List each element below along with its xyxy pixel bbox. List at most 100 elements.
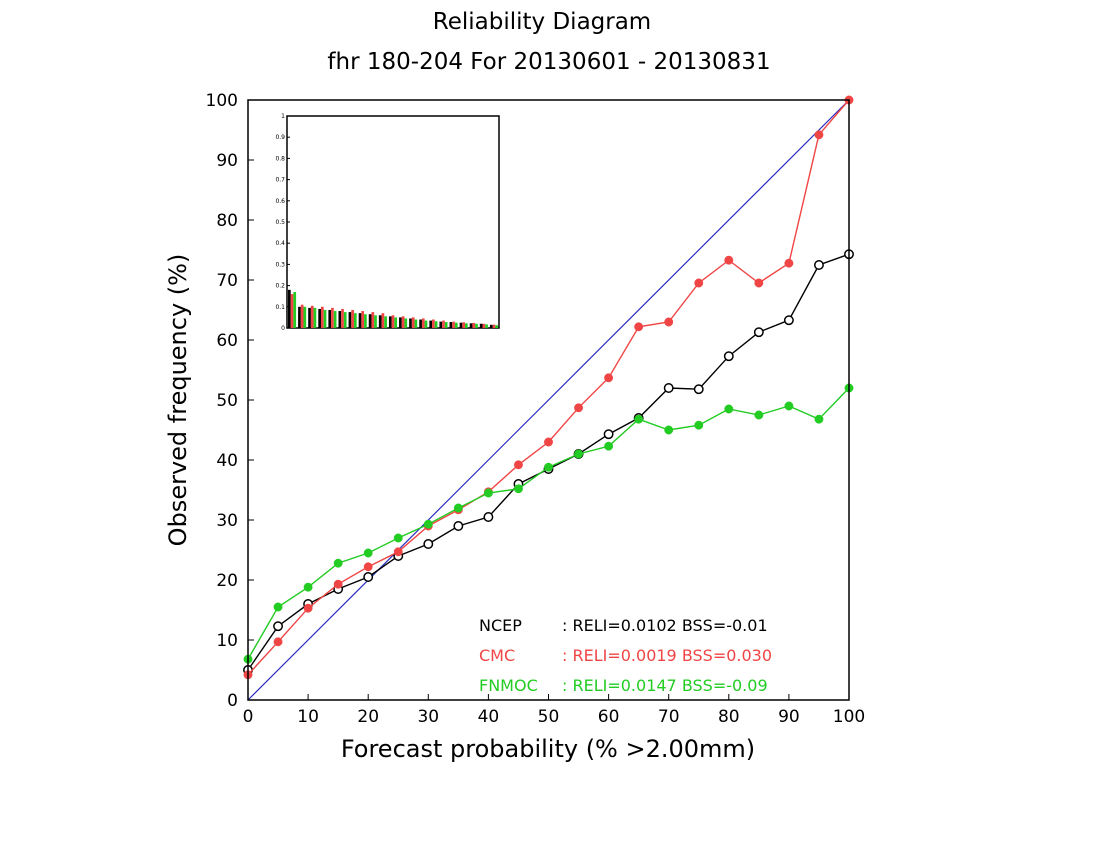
inset-bar-fnmoc [485,324,488,328]
inset-bar-cmc [472,322,476,328]
x-tick-label: 90 [778,707,800,727]
inset-bar-ncep [459,322,463,328]
data-point-cmc [273,637,283,647]
inset-bar-cmc [421,318,425,328]
inset-bar-cmc [361,311,365,328]
y-axis-label: Observed frequency (%) [164,254,192,547]
x-tick-label: 20 [357,707,379,727]
inset-bar-cmc [341,308,344,328]
inset-bar-cmc [381,313,385,328]
y-tick-label: 0 [227,691,238,711]
legend-stats: : RELI=0.0102 BSS=-0.01 [562,616,768,635]
data-point-cmc [814,130,824,140]
data-point-fnmoc [754,410,764,420]
inset-bar-ncep [399,317,402,328]
data-point-fnmoc [724,404,734,414]
inset-bar-ncep [338,311,342,328]
inset-bar-fnmoc [475,323,478,328]
x-tick-label: 60 [598,707,620,727]
data-point-cmc [754,278,764,288]
inset-bar-ncep [439,321,443,328]
inset-y-tick-label: 0.4 [275,240,285,247]
inset-bar-fnmoc [323,309,327,328]
inset-bar-cmc [452,321,455,328]
data-point-ncep [603,429,614,440]
inset-bar-cmc [300,304,304,328]
x-tick-label: 40 [478,707,500,727]
inset-bar-fnmoc [495,325,498,328]
inset-bar-ncep [318,308,321,328]
data-point-fnmoc [333,558,343,568]
data-point-fnmoc [784,401,794,411]
inset-bar-fnmoc [394,317,398,328]
inset-bar-fnmoc [454,322,458,328]
legend-entry-fnmoc: FNMOC : RELI=0.0147 BSS=-0.09 [479,676,768,695]
inset-bar-fnmoc [465,323,468,328]
inset-y-tick-label: 1 [281,113,285,120]
axes-layer: 0 10 20 30 40 50 60 70 80 90 100010203040506070809… [206,91,866,727]
data-point-fnmoc [363,548,373,558]
inset-bar-cmc [351,309,354,328]
inset-y-tick-label: 0.2 [275,283,285,290]
chart-subtitle: fhr 180-204 For 20130601 - 20130831 [327,49,770,75]
diagonal-layer [247,99,850,701]
data-point-fnmoc [544,462,553,472]
inset-bar-ncep [308,307,311,328]
legend-entry-ncep: NCEP: RELI=0.0102 BSS=-0.01 [479,616,768,635]
data-point-cmc [333,579,343,589]
inset-y-tick-label: 0.7 [275,177,285,184]
inset-bar-fnmoc [434,321,438,328]
x-tick-label: 30 [417,707,439,727]
y-tick-label: 40 [216,451,238,471]
data-point-ncep [693,384,704,395]
inset-bar-ncep [479,323,483,328]
data-point-fnmoc [604,441,614,451]
data-point-fnmoc [483,488,493,498]
y-tick-label: 20 [216,571,238,591]
inset-bar-ncep [368,314,372,328]
inset-bar-fnmoc [313,307,317,328]
legend-stats: : RELI=0.0147 BSS=-0.09 [562,676,768,695]
data-point-cmc [363,562,373,572]
y-tick-label: 10 [216,631,238,651]
inset-bar-ncep [469,323,473,328]
data-point-ncep [753,327,764,338]
legend-name: FNMOC [479,676,538,695]
data-point-ncep [723,351,734,362]
y-tick-label: 70 [216,271,238,291]
x-tick-label: 100 [833,707,865,727]
inset-bar-ncep [348,312,352,328]
data-point-cmc [724,255,734,265]
data-point-fnmoc [303,582,313,592]
series-cmc [243,95,854,680]
inset-bar-fnmoc [343,312,347,328]
inset-bar-cmc [401,316,405,328]
sample-histogram-inset: 0 0.1 0.2 0.3 0.4 0.5 0.6 0.7 0.8 0.9 1 [275,113,500,332]
inset-bar-fnmoc [414,319,418,328]
inset-y-tick-label: 0.3 [275,261,285,268]
inset-bar-ncep [449,322,453,328]
chart-title: Reliability Diagram [433,9,651,35]
y-tick-label: 80 [216,211,238,231]
inset-bar-cmc [371,312,375,328]
inset-bar-fnmoc [424,320,428,328]
inset-bar-cmc [310,305,314,328]
inset-bar-cmc [462,322,466,328]
inset-bar-ncep [378,315,382,328]
data-point-cmc [514,460,523,470]
inset-bar-fnmoc [444,322,448,328]
data-point-fnmoc [574,449,583,459]
inset-bar-cmc [442,320,445,328]
data-point-fnmoc [694,420,704,430]
data-point-ncep [783,315,794,326]
data-point-cmc [303,603,313,613]
inset-y-tick-label: 0.1 [275,304,285,311]
series-fnmoc [243,383,854,664]
legend: NCEP: RELI=0.0102 BSS=-0.01 CMC: RELI=0.0… [479,616,772,695]
data-point-ncep [423,539,434,549]
inset-bar-ncep [288,289,291,328]
data-point-ncep [273,621,283,632]
inset-frame [286,115,500,329]
inset-bar-ncep [489,324,493,328]
inset-bar-fnmoc [364,314,367,328]
